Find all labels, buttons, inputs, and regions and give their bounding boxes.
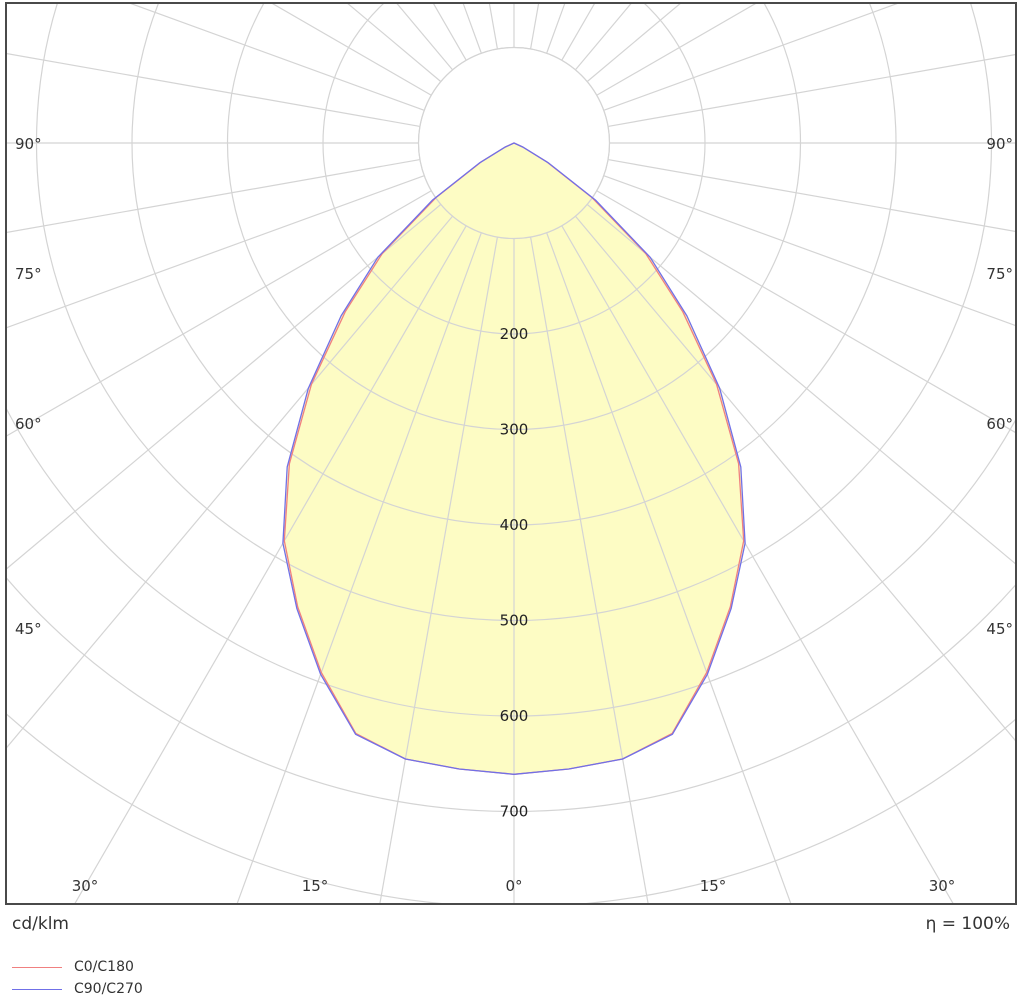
grid-spoke [586, 4, 681, 83]
grid-spoke [7, 52, 421, 128]
grid-spoke [130, 4, 425, 111]
polar-grid [7, 4, 1015, 903]
curve-c90-c270 [282, 142, 746, 775]
grid-spoke [236, 232, 482, 903]
grid-spoke [596, 4, 756, 96]
grid-spoke [529, 4, 540, 50]
angle-label-right-45: 45° [986, 620, 1013, 638]
grid-spoke [596, 190, 1015, 433]
angle-label-left-90: 90° [15, 135, 42, 153]
legend: C0/C180 C90/C270 [12, 956, 143, 1000]
grid-spoke [347, 4, 442, 83]
grid-spoke [546, 232, 792, 903]
grid-spoke [433, 4, 467, 61]
angle-label-bottom-0: 30° [72, 877, 99, 895]
grid-spoke [607, 54, 1015, 128]
grid-circle-100 [417, 46, 611, 240]
angle-label-left-75: 75° [15, 265, 42, 283]
grid-spoke [7, 203, 442, 570]
angle-label-bottom-3: 15° [700, 877, 727, 895]
polar-chart-frame: 200 300 400 500 600 700 90° 90° 75° 75° 60° 60° 45°… [5, 2, 1017, 905]
angle-label-right-90: 90° [986, 135, 1013, 153]
angle-label-bottom-2: 0° [505, 877, 522, 895]
legend-item-c90-c270: C90/C270 [12, 978, 143, 1000]
angle-label-right-60: 60° [986, 415, 1013, 433]
legend-swatch-c0-c180 [12, 966, 62, 968]
angle-label-right-75: 75° [986, 265, 1013, 283]
grid-spoke [379, 236, 499, 903]
grid-spoke [74, 225, 467, 903]
grid-spoke [488, 4, 499, 50]
grid-spoke [529, 236, 649, 903]
angle-labels: 90° 90° 75° 75° 60° 60° 45° 45° 30° 15° 0° 15° 30° [15, 135, 1013, 895]
grid-spoke [396, 4, 454, 71]
radial-label-300: 300 [500, 421, 529, 439]
grid-spoke [561, 4, 595, 61]
grid-spoke [586, 203, 1015, 565]
legend-label: C0/C180 [74, 959, 134, 975]
grid-spoke [603, 175, 1015, 326]
angle-label-bottom-1: 15° [302, 877, 329, 895]
radial-label-700: 700 [500, 803, 529, 821]
grid-spoke [607, 158, 1015, 232]
angle-label-left-60: 60° [15, 415, 42, 433]
radial-label-400: 400 [500, 516, 529, 534]
radial-label-200: 200 [500, 325, 529, 343]
grid-spoke [272, 4, 432, 96]
angle-label-left-45: 45° [15, 620, 42, 638]
legend-swatch-c90-c270 [12, 988, 62, 990]
grid-spoke [603, 4, 898, 111]
grid-spoke [7, 158, 421, 234]
radial-value-labels: 200 300 400 500 600 700 [500, 325, 529, 821]
efficiency-label: η = 100% [925, 914, 1010, 934]
polar-luminous-intensity-chart: 200 300 400 500 600 700 90° 90° 75° 75° 60° 60° 45°… [7, 4, 1015, 903]
radial-label-600: 600 [500, 707, 529, 725]
grid-spoke [7, 190, 432, 437]
intensity-curves [282, 142, 746, 775]
legend-label: C90/C270 [74, 981, 143, 997]
grid-spoke [574, 4, 632, 71]
unit-label: cd/klm [12, 914, 69, 934]
grid-spoke [561, 225, 954, 903]
legend-item-c0-c180: C0/C180 [12, 956, 143, 978]
grid-spoke [7, 175, 425, 329]
grid-spoke [7, 215, 454, 749]
angle-label-bottom-4: 30° [929, 877, 956, 895]
grid-spoke [574, 215, 1015, 742]
radial-label-500: 500 [500, 612, 529, 630]
